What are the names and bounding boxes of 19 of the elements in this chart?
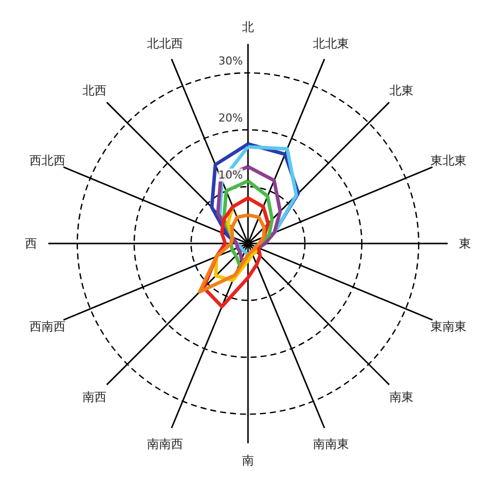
spoke-label: 東北東 bbox=[430, 154, 466, 168]
spoke-label: 南南西 bbox=[147, 436, 184, 451]
spoke-label: 北西 bbox=[82, 83, 107, 98]
spoke-label: 南南東 bbox=[312, 436, 349, 451]
y-tick-label: 30% bbox=[218, 54, 243, 68]
spoke-label: 西 bbox=[25, 236, 38, 251]
y-tick-label: 20% bbox=[218, 112, 243, 125]
spoke-label: 西南西 bbox=[30, 319, 66, 334]
spoke-label: 西北西 bbox=[30, 154, 66, 168]
spoke-label: 南 bbox=[242, 453, 254, 468]
spoke-label: 北北西 bbox=[147, 36, 184, 50]
spoke-label: 北 bbox=[242, 20, 254, 34]
spoke-label: 北北東 bbox=[312, 36, 349, 50]
spoke-label: 南西 bbox=[82, 390, 107, 404]
spoke-label: 南東 bbox=[389, 390, 414, 404]
y-tick-label: 10% bbox=[218, 168, 243, 182]
spoke-label: 東南東 bbox=[430, 319, 466, 334]
spoke-label: 東 bbox=[458, 236, 471, 251]
spoke-label: 北東 bbox=[389, 83, 414, 98]
